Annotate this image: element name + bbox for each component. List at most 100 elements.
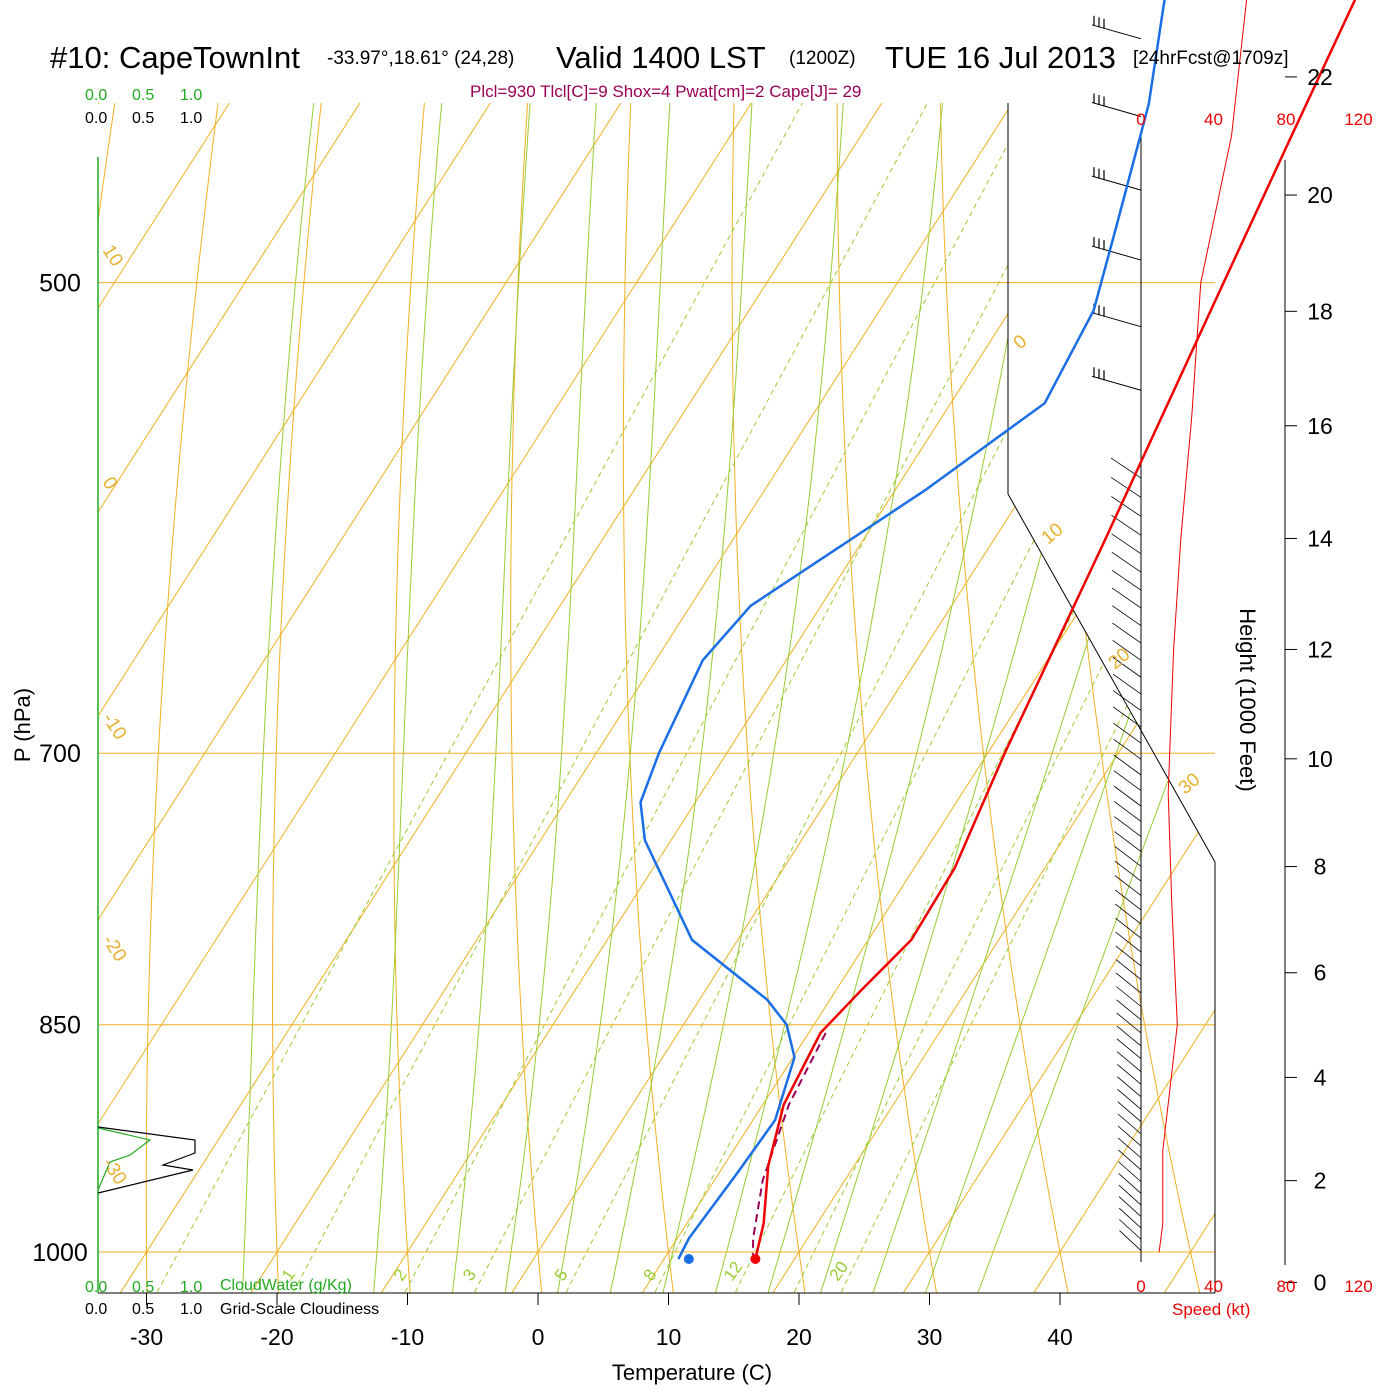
pressure-label-700: 700 (39, 740, 81, 768)
wind-barb-low (1113, 801, 1142, 822)
x-axis-label: Temperature (C) (612, 1360, 772, 1385)
mixing-ratio-1 (288, 103, 981, 1293)
isotherm--40 (98, 103, 1215, 1293)
isotherm-50 (1159, 103, 1215, 1293)
wind-barb-low (1112, 622, 1142, 644)
mixing-ratio-12 (731, 103, 1215, 1293)
wind-barb-low (1115, 917, 1142, 939)
wind-barb-low (1118, 1161, 1142, 1183)
cloudwater-tick-bottom-1: 0.5 (132, 1279, 154, 1296)
dry-adiabat-label-0: 0 (1010, 331, 1032, 354)
height-label-4: 4 (1314, 1064, 1327, 1090)
wind-barb-low (1112, 673, 1142, 695)
dry-adiabat--20 (272, 103, 444, 1293)
title-station: #10: CapeTownInt (50, 40, 300, 75)
title-coords: -33.97°,18.61° (24,28) (327, 48, 514, 69)
height-label-6: 6 (1314, 960, 1327, 986)
speed-label-top-120: 120 (1344, 110, 1372, 129)
height-label-22: 22 (1307, 64, 1333, 90)
wind-barb-low (1111, 514, 1142, 536)
wind-barb-low (1113, 722, 1142, 744)
sounding-indices: Plcl=930 Tlcl[C]=9 Shox=4 Pwat[cm]=2 Cap… (470, 82, 861, 101)
wind-barb-low (1116, 1012, 1142, 1034)
wind-barb-low (1118, 1173, 1142, 1194)
speed-label-bottom-40: 40 (1204, 1277, 1223, 1296)
isotherm--90 (98, 103, 605, 1293)
surface-dewpoint-marker (683, 1253, 694, 1264)
moist-adiabat-16 (711, 103, 1003, 1293)
isotherm-label-0: 0 (98, 473, 121, 493)
wind-barb-low (1113, 770, 1142, 791)
wind-barb-low (1117, 1076, 1142, 1098)
title-utc: (1200Z) (789, 48, 856, 69)
temperature-line (754, 0, 1357, 1260)
wind-barb-low (1111, 587, 1142, 609)
dry-adiabat--30 (145, 103, 356, 1293)
wind-barb-low (1111, 569, 1142, 591)
wind-barb-low (1114, 831, 1142, 852)
speed-label-bottom-0: 0 (1136, 1277, 1145, 1296)
surface-temperature-marker (750, 1253, 761, 1264)
height-label-12: 12 (1307, 636, 1333, 662)
mixing-ratio-2 (400, 103, 1083, 1293)
temp-label-30: 30 (917, 1324, 943, 1350)
mixing-ratio-label-20: 20 (826, 1258, 852, 1284)
isotherm-30 (898, 103, 1215, 1293)
mixing-ratio-label-3: 3 (459, 1266, 480, 1285)
wind-barbs (1091, 15, 1142, 1251)
mixing-ratio-16 (790, 103, 1215, 1293)
dry-adiabat-label-30: 30 (1175, 769, 1205, 799)
wind-barb-low (1114, 846, 1142, 867)
pressure-label-500: 500 (39, 270, 81, 298)
dry-adiabat-label-10: 10 (1038, 519, 1068, 549)
wind-barb-low (1117, 1113, 1142, 1135)
isotherm-20 (767, 103, 1215, 1293)
dry-adiabat--10 (393, 103, 531, 1293)
isotherm--110 (98, 103, 344, 1293)
mixing-ratio-3 (469, 103, 1145, 1293)
speed-label-bottom-80: 80 (1277, 1277, 1296, 1296)
isotherm-10 (637, 103, 1215, 1293)
mixing-ratio-label-2: 2 (390, 1266, 411, 1285)
wind-barb-low (1113, 754, 1142, 776)
cloudwater-tick-bottom-2: 1.0 (180, 1279, 202, 1296)
wind-barb-low (1110, 457, 1142, 479)
temp-label-20: 20 (786, 1324, 812, 1350)
cloudwater-tick-2: 1.0 (180, 87, 202, 104)
cloudwater-profile (97, 1127, 152, 1191)
sounding-series (639, 0, 1357, 1264)
wind-barb-low (1116, 986, 1142, 1007)
speed-label-top-80: 80 (1277, 110, 1296, 129)
wind-speed-line (1158, 0, 1248, 1253)
cloud-profile (97, 1126, 196, 1194)
wind-barb-low (1112, 690, 1142, 711)
title-valid: Valid 1400 LST (556, 40, 766, 75)
wind-barb-staff (1091, 245, 1142, 261)
wind-barb-low (1117, 1101, 1142, 1122)
moist-adiabat-lines (241, 103, 1215, 1293)
wind-barb (1091, 303, 1142, 328)
isotherm-label--10: -10 (98, 709, 131, 743)
parcel-line (751, 1032, 827, 1255)
isotherm--100 (98, 103, 475, 1293)
wind-barb-low (1116, 1063, 1142, 1085)
wind-barb-low (1112, 639, 1142, 661)
mixing-ratio-lines (152, 103, 1215, 1293)
cloudiness-tick-bottom-1: 0.5 (132, 1301, 154, 1318)
dry-adiabat-0 (510, 103, 618, 1293)
isotherm--70 (98, 103, 866, 1293)
frame-right-edge (1007, 103, 1216, 1293)
height-label-0: 0 (1314, 1269, 1327, 1295)
tick-labels: 123581220100-10-20-300102030250300400500… (32, 64, 1373, 1350)
wind-barb-low (1115, 945, 1142, 967)
cloudiness-label: Grid-Scale Cloudiness (220, 1301, 379, 1318)
isotherm--60 (98, 103, 997, 1293)
speed-label-top-40: 40 (1204, 110, 1223, 129)
pressure-label-1000: 1000 (32, 1239, 88, 1267)
isotherm--30 (115, 103, 1215, 1293)
temp-label--10: -10 (391, 1324, 424, 1350)
wind-barb-staff (1091, 375, 1142, 391)
wind-barb-low (1115, 959, 1142, 980)
moist-adiabat-4 (554, 103, 745, 1293)
isotherm-label-10: 10 (98, 241, 127, 270)
